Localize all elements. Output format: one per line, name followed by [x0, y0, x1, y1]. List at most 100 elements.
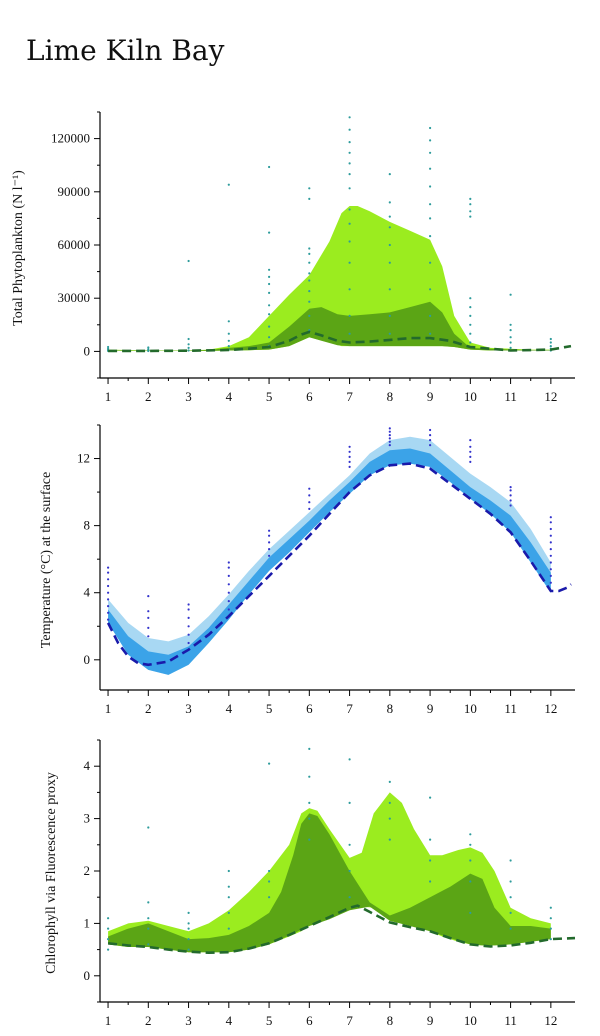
observation-point [308, 817, 311, 820]
observation-point [429, 126, 432, 130]
observation-point [187, 337, 190, 341]
observation-point [107, 605, 110, 608]
y-tick-label: 0 [84, 652, 91, 667]
observation-point [348, 460, 351, 463]
observation-point [268, 268, 271, 271]
observation-point [509, 896, 512, 899]
observation-point [348, 173, 351, 176]
observation-point [107, 578, 110, 581]
observation-point [429, 139, 432, 142]
observation-point [268, 869, 271, 873]
observation-point [388, 314, 391, 317]
observation-point [268, 282, 271, 286]
observation-point [308, 775, 311, 778]
observation-point [469, 445, 472, 448]
observation-point [388, 780, 391, 784]
observation-point [549, 534, 552, 537]
observation-point [509, 323, 512, 326]
observation-point [348, 445, 351, 448]
chl-observations [107, 747, 552, 951]
temp-outer-band [108, 436, 551, 675]
observation-point [268, 529, 271, 532]
observation-point [227, 332, 230, 335]
observation-point [549, 345, 552, 348]
observation-point [187, 927, 190, 930]
observation-point [308, 838, 311, 841]
observation-point [147, 595, 150, 598]
observation-point [509, 504, 512, 507]
observation-point [429, 288, 432, 291]
observation-point [268, 313, 271, 316]
observation-point [469, 332, 472, 335]
observation-point [509, 341, 512, 344]
observation-point [187, 633, 190, 636]
observation-point [429, 428, 432, 432]
observation-point [227, 896, 230, 899]
observation-point [549, 906, 552, 909]
x-tick-label: 7 [346, 389, 353, 404]
x-tick-label: 11 [504, 1013, 517, 1028]
x-tick-label: 3 [185, 389, 192, 404]
observation-point [509, 346, 512, 349]
observation-point [469, 297, 472, 300]
observation-point [429, 838, 432, 841]
observation-point [348, 455, 351, 458]
x-tick-label: 8 [387, 701, 394, 716]
observation-point [469, 323, 472, 326]
x-tick-label: 9 [427, 389, 434, 404]
observation-point [107, 571, 110, 574]
observation-point [187, 259, 190, 263]
observation-point [227, 885, 230, 888]
observation-point [187, 346, 190, 349]
observation-point [147, 610, 150, 613]
observation-point [509, 329, 512, 332]
chl-inner-band [108, 813, 551, 953]
observation-point [549, 337, 552, 341]
observation-point [429, 332, 432, 335]
observation-point [549, 917, 552, 920]
observation-point [509, 494, 512, 497]
observation-point [469, 843, 472, 846]
observation-point [429, 167, 432, 170]
observation-point [308, 747, 311, 751]
observation-point [388, 838, 391, 841]
x-tick-label: 8 [387, 1013, 394, 1028]
observation-point [388, 801, 391, 805]
observation-point [227, 574, 230, 578]
observation-point [268, 275, 271, 278]
observation-point [227, 927, 230, 930]
observation-point [348, 261, 351, 264]
observation-point [308, 801, 311, 805]
observation-point [348, 801, 351, 805]
observation-point [469, 859, 472, 862]
observation-point [469, 341, 472, 344]
observation-point [268, 554, 271, 557]
observation-point [348, 116, 351, 119]
observation-point [268, 325, 271, 328]
observation-point [388, 440, 391, 443]
observation-point [107, 598, 110, 601]
observation-point [187, 641, 190, 645]
y-tick-label: 12 [77, 451, 90, 466]
observation-point [187, 948, 190, 951]
x-tick-label: 2 [145, 1013, 152, 1028]
x-tick-label: 3 [185, 701, 192, 716]
observation-point [268, 548, 271, 551]
observation-point [187, 938, 190, 941]
phyto-observations [107, 116, 552, 353]
observation-point [549, 561, 552, 564]
observation-point [388, 332, 391, 335]
observation-point [388, 817, 391, 820]
x-tick-label: 6 [306, 1013, 313, 1028]
observation-point [388, 444, 391, 447]
observation-point [268, 165, 271, 169]
observation-point [509, 880, 512, 883]
phyto-median-line [108, 330, 572, 353]
x-tick-label: 2 [145, 389, 152, 404]
observation-point [187, 911, 190, 915]
observation-point [429, 439, 432, 442]
observation-point [469, 203, 472, 206]
observation-point [549, 927, 552, 930]
